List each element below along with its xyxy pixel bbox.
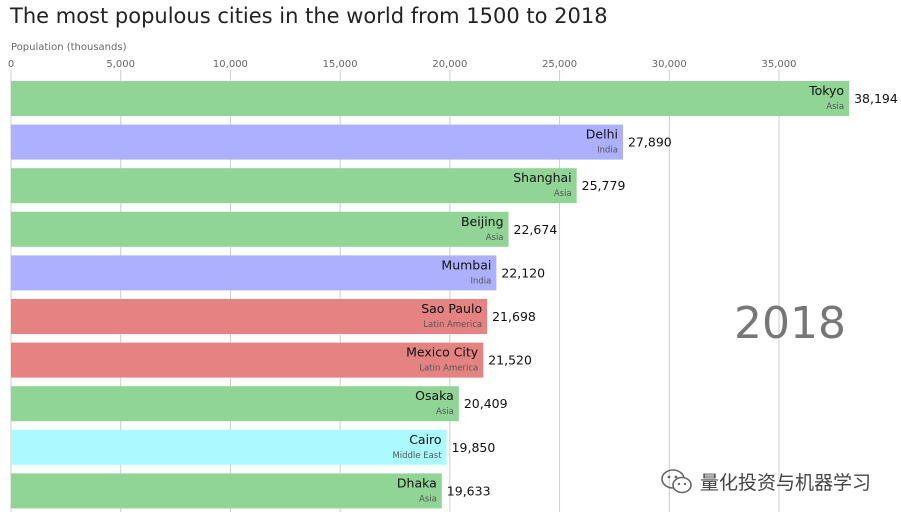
bar-group: Delhi India 27,890: [11, 124, 672, 160]
bar-value-label: 19,850: [452, 440, 496, 455]
bar-group: Dhaka Asia 19,633: [11, 473, 491, 509]
x-tick-labels: 0 5,000 10,000 15,000 20,000 25,000 30,000 35,0…: [8, 59, 797, 70]
x-tick-label: 30,000: [652, 59, 687, 70]
bar: [11, 168, 577, 204]
bar: [11, 255, 497, 291]
bar-region-label: Asia: [419, 494, 437, 504]
bar-name-label: Dhaka: [397, 475, 437, 490]
bar: [11, 342, 484, 378]
x-tick-label: 15,000: [323, 59, 358, 70]
bar-value-label: 21,520: [488, 353, 532, 368]
bar-value-label: 19,633: [447, 483, 491, 498]
bar-value-label: 25,779: [582, 178, 626, 193]
bar-region-label: Latin America: [423, 320, 482, 330]
watermark: 量化投资与机器学习: [660, 467, 871, 495]
bar-value-label: 22,120: [501, 265, 545, 280]
bar: [11, 429, 447, 465]
bar-region-label: India: [597, 146, 618, 156]
bar-name-label: Osaka: [415, 388, 454, 403]
bar-group: Tokyo Asia 38,194: [11, 81, 898, 116]
wechat-icon: [661, 469, 692, 494]
bar: [11, 299, 488, 334]
bar: [11, 124, 623, 160]
bar-region-label: Latin America: [419, 364, 478, 374]
bar-name-label: Shanghai: [513, 170, 571, 185]
bar: [11, 473, 442, 509]
x-tick-label: 25,000: [542, 59, 577, 70]
x-tick-label: 5,000: [106, 59, 135, 70]
bar-group: Sao Paulo Latin America 21,698: [11, 299, 536, 334]
watermark-text: 量化投资与机器学习: [699, 471, 871, 494]
bar-name-label: Tokyo: [808, 83, 844, 98]
x-axis-label: Population (thousands): [11, 42, 127, 53]
bar-name-label: Cairo: [409, 432, 441, 447]
x-tick-label: 20,000: [432, 59, 467, 70]
bar-value-label: 27,890: [628, 135, 672, 150]
bar-region-label: Asia: [436, 407, 454, 417]
bar-group: Mexico City Latin America 21,520: [11, 342, 532, 378]
bar-group: Osaka Asia 20,409: [11, 386, 508, 422]
bar: [11, 211, 509, 247]
x-tick-label: 10,000: [213, 59, 248, 70]
bar-value-label: 38,194: [854, 91, 898, 106]
bar-group: Beijing Asia 22,674: [11, 211, 558, 247]
bar-name-label: Mexico City: [406, 345, 479, 360]
x-tick-label: 35,000: [762, 59, 797, 70]
bars: Tokyo Asia 38,194 Delhi India 27,890 Shanghai A…: [11, 81, 898, 509]
bar-name-label: Sao Paulo: [421, 301, 482, 316]
bar-group: Cairo Middle East 19,850: [11, 429, 496, 465]
bar: [11, 386, 459, 422]
year-label: 2018: [734, 298, 846, 349]
bar-group: Shanghai Asia 25,779: [11, 168, 626, 204]
bar-name-label: Beijing: [461, 214, 504, 229]
bar-region-label: Asia: [486, 233, 504, 243]
bar-value-label: 22,674: [514, 222, 558, 237]
bar-group: Mumbai India 22,120: [11, 255, 545, 291]
bar-name-label: Mumbai: [441, 257, 491, 272]
x-tick-label: 0: [8, 59, 14, 70]
bar-name-label: Delhi: [586, 127, 618, 142]
bar: [11, 81, 850, 116]
bar-value-label: 21,698: [492, 309, 536, 324]
bar-region-label: India: [471, 276, 492, 286]
bar-region-label: Asia: [554, 189, 572, 199]
chart-title: The most populous cities in the world fr…: [10, 4, 608, 28]
bar-region-label: Asia: [826, 102, 844, 112]
bar-region-label: Middle East: [392, 451, 442, 461]
bar-value-label: 20,409: [464, 396, 508, 411]
